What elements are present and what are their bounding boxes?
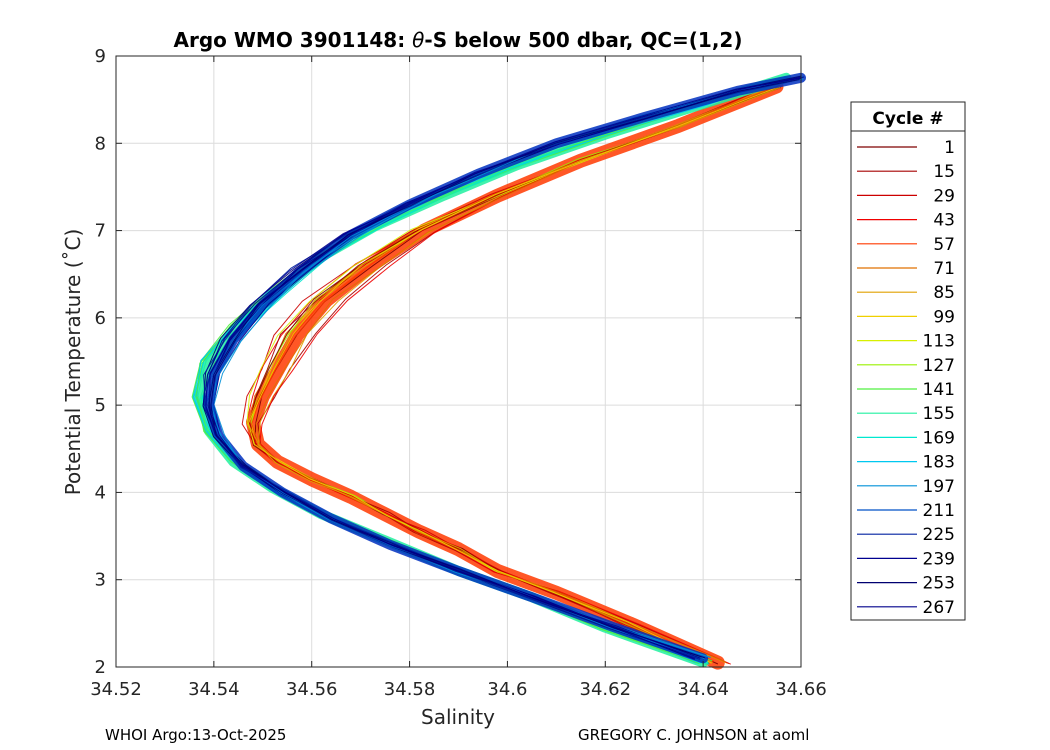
- legend-label: 1: [944, 138, 955, 158]
- legend-label: 155: [923, 404, 955, 424]
- legend-label: 239: [923, 549, 955, 569]
- legend-label: 57: [933, 235, 955, 255]
- legend-label: 141: [923, 380, 955, 400]
- x-tick-label: 34.6: [487, 679, 527, 700]
- chart-title: Argo WMO 3901148: θ-S below 500 dbar, QC…: [174, 28, 743, 52]
- x-tick-label: 34.64: [677, 679, 729, 700]
- axes-box: [115, 55, 802, 668]
- grid-lines: [116, 56, 801, 667]
- x-axis-label: Salinity: [421, 705, 495, 729]
- legend-label: 85: [933, 283, 955, 303]
- x-tick-label: 34.52: [90, 679, 142, 700]
- cycle-profile-line: [208, 77, 801, 659]
- cycle-profile-line: [205, 76, 801, 660]
- title-suffix: -S below 500 dbar, QC=(1,2): [424, 28, 742, 52]
- y-axis-label: Potential Temperature (˚C): [61, 229, 85, 496]
- legend-label: 225: [923, 525, 955, 545]
- y-tick-label: 4: [95, 482, 106, 503]
- cycle-profile-line: [259, 84, 772, 665]
- profile-curves: [191, 72, 806, 670]
- title-prefix: Argo WMO 3901148:: [174, 28, 413, 52]
- y-tick-label: 9: [95, 46, 106, 67]
- x-tick-label: 34.58: [384, 679, 436, 700]
- legend: Cycle # 1 15 29 43 57 71 85 99 113 127 141 155 169 18…: [850, 101, 966, 621]
- legend-label: 29: [933, 186, 955, 206]
- y-tick-label: 5: [95, 395, 106, 416]
- legend-label: 99: [933, 307, 955, 327]
- legend-label: 15: [933, 162, 955, 182]
- legend-label: 183: [923, 453, 955, 473]
- y-tick-label: 6: [95, 308, 106, 329]
- footer-right: GREGORY C. JOHNSON at aoml: [578, 726, 809, 744]
- axis-ticks: 34.52 34.54 34.56 34.58 34.6 34.62 34.64 34.66 2…: [90, 46, 827, 700]
- footer-left: WHOI Argo:13-Oct-2025: [105, 726, 286, 744]
- legend-label: 113: [923, 332, 955, 352]
- legend-title: Cycle #: [872, 109, 943, 129]
- legend-label: 169: [923, 428, 955, 448]
- cycle-profile-line: [208, 79, 800, 658]
- legend-label: 127: [923, 356, 955, 376]
- legend-label: 43: [933, 211, 955, 231]
- y-tick-label: 3: [95, 570, 106, 591]
- x-tick-label: 34.54: [188, 679, 240, 700]
- legend-label: 211: [923, 501, 955, 521]
- legend-label: 197: [923, 477, 955, 497]
- y-tick-label: 7: [95, 221, 106, 242]
- y-tick-label: 8: [95, 133, 106, 154]
- x-tick-label: 34.62: [580, 679, 632, 700]
- legend-label: 253: [923, 574, 955, 594]
- cycle-profile-line: [247, 85, 781, 664]
- title-theta-symbol: θ: [412, 28, 424, 52]
- legend-label: 267: [923, 598, 955, 618]
- y-tick-label: 2: [95, 657, 106, 678]
- legend-label: 71: [933, 259, 955, 279]
- x-tick-label: 34.56: [286, 679, 338, 700]
- x-tick-label: 34.66: [775, 679, 827, 700]
